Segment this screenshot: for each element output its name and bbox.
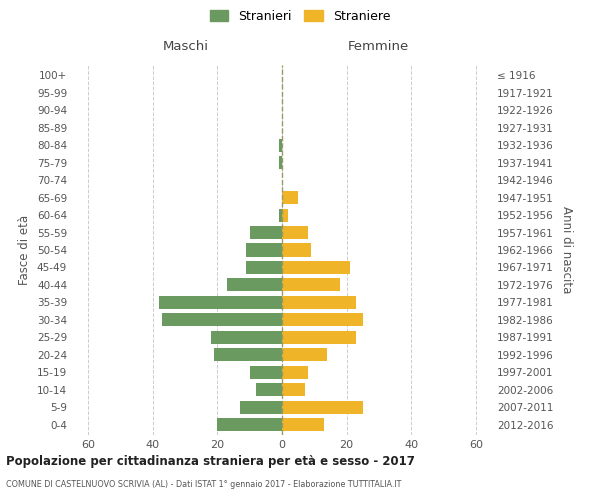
Bar xyxy=(227,278,282,291)
Bar xyxy=(211,330,282,344)
Bar xyxy=(282,348,327,362)
Bar xyxy=(282,208,289,222)
Text: COMUNE DI CASTELNUOVO SCRIVIA (AL) - Dati ISTAT 1° gennaio 2017 - Elaborazione T: COMUNE DI CASTELNUOVO SCRIVIA (AL) - Dat… xyxy=(6,480,401,489)
Bar xyxy=(279,208,282,222)
Bar xyxy=(282,296,356,309)
Text: Popolazione per cittadinanza straniera per età e sesso - 2017: Popolazione per cittadinanza straniera p… xyxy=(6,455,415,468)
Bar xyxy=(279,156,282,170)
Bar xyxy=(282,330,356,344)
Bar xyxy=(282,314,363,326)
Bar xyxy=(282,278,340,291)
Bar xyxy=(282,418,324,431)
Bar xyxy=(279,138,282,152)
Bar xyxy=(250,226,282,239)
Bar xyxy=(256,383,282,396)
Bar xyxy=(247,261,282,274)
Bar xyxy=(240,400,282,413)
Text: Maschi: Maschi xyxy=(163,40,208,52)
Bar xyxy=(282,244,311,256)
Bar xyxy=(282,400,363,413)
Bar xyxy=(282,226,308,239)
Bar xyxy=(282,366,308,378)
Bar xyxy=(250,366,282,378)
Bar xyxy=(163,314,282,326)
Bar xyxy=(247,244,282,256)
Bar xyxy=(282,191,298,204)
Bar xyxy=(159,296,282,309)
Bar xyxy=(282,383,305,396)
Y-axis label: Fasce di età: Fasce di età xyxy=(19,215,31,285)
Legend: Stranieri, Straniere: Stranieri, Straniere xyxy=(206,6,394,26)
Y-axis label: Anni di nascita: Anni di nascita xyxy=(560,206,573,294)
Text: Femmine: Femmine xyxy=(348,40,409,52)
Bar xyxy=(282,261,350,274)
Bar xyxy=(217,418,282,431)
Bar xyxy=(214,348,282,362)
